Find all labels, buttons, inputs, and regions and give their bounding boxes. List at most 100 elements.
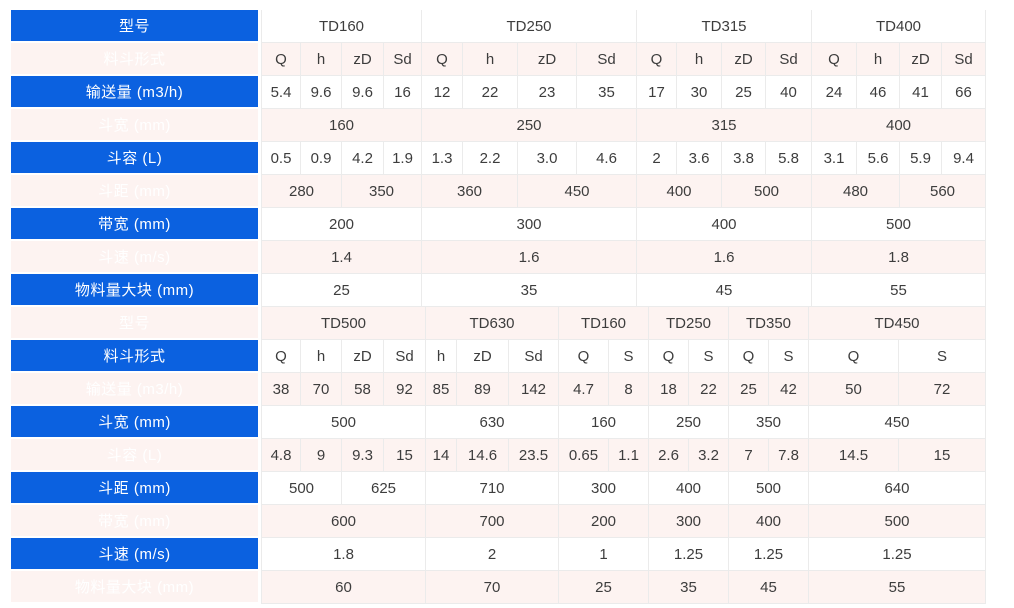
data-cell: TD450 bbox=[809, 307, 986, 340]
table-row: 带宽 (mm) 200 300 400 500 bbox=[11, 208, 986, 241]
data-cell: Q bbox=[809, 340, 899, 373]
data-cell: Sd bbox=[384, 340, 426, 373]
row-label: 物料量大块 (mm) bbox=[11, 571, 261, 604]
data-cell: 500 bbox=[729, 472, 809, 505]
table-row: 斗宽 (mm) 160 250 315 400 bbox=[11, 109, 986, 142]
data-cell: 25 bbox=[559, 571, 649, 604]
data-cell: 450 bbox=[518, 175, 637, 208]
table-row: 斗距 (mm) 280 350 360 450 400 500 480 560 bbox=[11, 175, 986, 208]
data-cell: 55 bbox=[809, 571, 986, 604]
data-cell: 1.25 bbox=[809, 538, 986, 571]
data-cell: 85 bbox=[426, 373, 457, 406]
data-cell: Sd bbox=[509, 340, 559, 373]
data-cell: Q bbox=[261, 43, 301, 76]
table-row: 型号 TD160 TD250 TD315 TD400 bbox=[11, 10, 986, 43]
data-cell: 250 bbox=[649, 406, 729, 439]
data-cell: 625 bbox=[342, 472, 426, 505]
data-cell: 350 bbox=[729, 406, 809, 439]
data-cell: 710 bbox=[426, 472, 559, 505]
data-cell: 38 bbox=[261, 373, 301, 406]
data-cell: zD bbox=[457, 340, 509, 373]
data-cell: 1.1 bbox=[609, 439, 649, 472]
table-row: 斗速 (m/s) 1.8 2 1 1.25 1.25 1.25 bbox=[11, 538, 986, 571]
data-cell: 35 bbox=[649, 571, 729, 604]
data-cell: 58 bbox=[342, 373, 384, 406]
data-cell: 24 bbox=[812, 76, 857, 109]
data-cell: zD bbox=[722, 43, 766, 76]
data-cell: Q bbox=[649, 340, 689, 373]
row-label: 型号 bbox=[11, 10, 261, 43]
row-label: 斗距 (mm) bbox=[11, 472, 261, 505]
table-row: 输送量 (m3/h) 5.4 9.6 9.6 16 12 22 23 35 17 30 25 40 24 4… bbox=[11, 76, 986, 109]
data-cell: 70 bbox=[301, 373, 342, 406]
table-row: 斗容 (L) 0.5 0.9 4.2 1.9 1.3 2.2 3.0 4.6 2 3.6 3.8 5.8… bbox=[11, 142, 986, 175]
data-cell: zD bbox=[518, 43, 577, 76]
data-cell: 500 bbox=[261, 406, 426, 439]
data-cell: 1.25 bbox=[729, 538, 809, 571]
row-label: 输送量 (m3/h) bbox=[11, 373, 261, 406]
data-cell: 630 bbox=[426, 406, 559, 439]
data-cell: 12 bbox=[422, 76, 463, 109]
data-cell: 70 bbox=[426, 571, 559, 604]
data-cell: TD160 bbox=[261, 10, 422, 43]
data-cell: h bbox=[301, 43, 342, 76]
data-cell: 16 bbox=[384, 76, 422, 109]
data-cell: 14.5 bbox=[809, 439, 899, 472]
data-cell: 4.6 bbox=[577, 142, 637, 175]
data-cell: 9.3 bbox=[342, 439, 384, 472]
table-row: 物料量大块 (mm) 25 35 45 55 bbox=[11, 274, 986, 307]
data-cell: 23 bbox=[518, 76, 577, 109]
row-label: 斗速 (m/s) bbox=[11, 241, 261, 274]
row-label: 物料量大块 (mm) bbox=[11, 274, 261, 307]
data-cell: 160 bbox=[261, 109, 422, 142]
data-cell: 45 bbox=[637, 274, 812, 307]
data-cell: 3.1 bbox=[812, 142, 857, 175]
data-cell: 9.4 bbox=[942, 142, 986, 175]
data-cell: 400 bbox=[812, 109, 986, 142]
data-cell: 35 bbox=[577, 76, 637, 109]
data-cell: h bbox=[463, 43, 518, 76]
data-cell: TD400 bbox=[812, 10, 986, 43]
row-label: 斗速 (m/s) bbox=[11, 538, 261, 571]
data-cell: 7.8 bbox=[769, 439, 809, 472]
data-cell: 1.6 bbox=[637, 241, 812, 274]
data-cell: 60 bbox=[261, 571, 426, 604]
data-cell: 0.65 bbox=[559, 439, 609, 472]
data-cell: 15 bbox=[899, 439, 986, 472]
data-cell: TD500 bbox=[261, 307, 426, 340]
data-cell: 400 bbox=[649, 472, 729, 505]
data-cell: 0.9 bbox=[301, 142, 342, 175]
data-cell: 9 bbox=[301, 439, 342, 472]
data-cell: TD250 bbox=[649, 307, 729, 340]
data-cell: 41 bbox=[900, 76, 942, 109]
data-cell: 280 bbox=[261, 175, 342, 208]
data-cell: h bbox=[677, 43, 722, 76]
data-cell: 2.6 bbox=[649, 439, 689, 472]
table-row: 物料量大块 (mm) 60 70 25 35 45 55 bbox=[11, 571, 986, 604]
data-cell: 5.6 bbox=[857, 142, 900, 175]
data-cell: h bbox=[301, 340, 342, 373]
data-cell: 66 bbox=[942, 76, 986, 109]
data-cell: 2 bbox=[637, 142, 677, 175]
data-cell: 25 bbox=[722, 76, 766, 109]
data-cell: 3.2 bbox=[689, 439, 729, 472]
data-cell: 14.6 bbox=[457, 439, 509, 472]
data-cell: 55 bbox=[812, 274, 986, 307]
data-cell: h bbox=[857, 43, 900, 76]
data-cell: 640 bbox=[809, 472, 986, 505]
row-label: 斗宽 (mm) bbox=[11, 406, 261, 439]
data-cell: Q bbox=[637, 43, 677, 76]
row-label: 斗容 (L) bbox=[11, 439, 261, 472]
data-cell: Sd bbox=[384, 43, 422, 76]
data-cell: 4.2 bbox=[342, 142, 384, 175]
data-cell: Q bbox=[559, 340, 609, 373]
data-cell: 500 bbox=[812, 208, 986, 241]
data-cell: 22 bbox=[463, 76, 518, 109]
data-cell: zD bbox=[342, 340, 384, 373]
table-row: 斗宽 (mm) 500 630 160 250 350 450 bbox=[11, 406, 986, 439]
data-cell: 72 bbox=[899, 373, 986, 406]
table-row: 斗速 (m/s) 1.4 1.6 1.6 1.8 bbox=[11, 241, 986, 274]
table-row: 斗距 (mm) 500 625 710 300 400 500 640 bbox=[11, 472, 986, 505]
data-cell: 200 bbox=[261, 208, 422, 241]
